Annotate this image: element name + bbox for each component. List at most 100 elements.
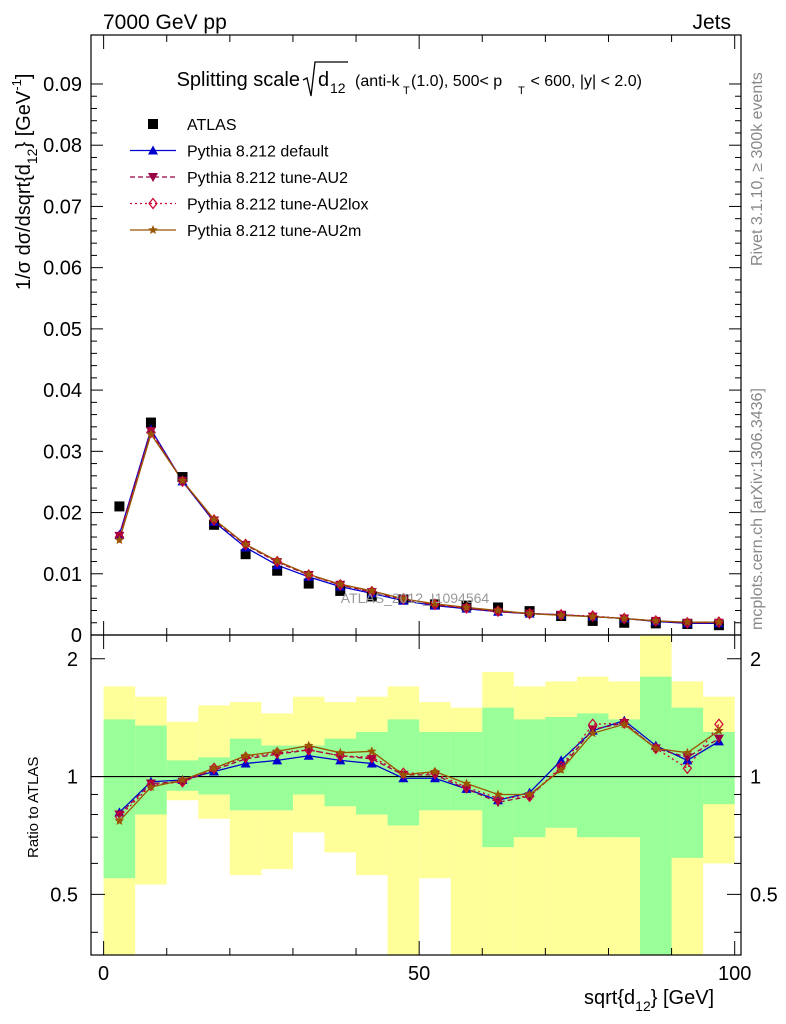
inner-band-bin — [482, 707, 514, 848]
ratio-y-tick-label-right: 1 — [750, 767, 761, 789]
ratio-point — [114, 810, 125, 820]
ratio-point — [398, 769, 409, 779]
analysis-watermark: ATLAS_2012_I1094564 — [341, 590, 490, 606]
ratio-point — [619, 717, 630, 730]
inner-band-bin — [229, 738, 262, 811]
ratio-point — [430, 766, 440, 776]
ratio-point — [493, 789, 503, 799]
ratio-point — [713, 734, 724, 744]
main-plot: 0 0.01 0.02 0.03 0.04 0.05 0.06 0.07 0.08 0.09 — [43, 34, 742, 647]
ratio-point — [209, 763, 219, 773]
mc-point — [714, 616, 724, 629]
ratio-point — [524, 789, 535, 799]
ratio-y-tick-label: 1 — [67, 767, 78, 789]
ratio-point — [619, 719, 629, 729]
process-label: Jets — [692, 11, 731, 34]
ylabel-sub: 12 — [24, 148, 40, 164]
legend-label: Pythia 8.212 default — [187, 144, 329, 161]
mc-point — [240, 539, 251, 549]
ratio-point — [682, 747, 693, 757]
title-kt-sub: T — [403, 85, 410, 97]
data-point — [272, 565, 283, 576]
data-point — [335, 585, 346, 596]
ratio-point — [335, 749, 346, 762]
mc-point — [714, 617, 724, 627]
legend-label: Pythia 8.212 tune-AU2 — [187, 170, 348, 187]
y-tick-label: 0.09 — [43, 74, 82, 96]
ratio-point — [177, 775, 188, 784]
ylabel-close: } [GeV — [13, 90, 35, 148]
inner-band-bin — [135, 725, 167, 815]
mc-point — [335, 579, 345, 589]
inner-band-bin — [513, 719, 546, 838]
y-tick-label: 0.04 — [43, 380, 82, 402]
mc-point — [619, 613, 629, 623]
y-tick-label: 0.03 — [43, 441, 82, 463]
energy-label: 7000 GeV pp — [103, 11, 227, 34]
ratio-y-tick-label-right: 0.5 — [750, 884, 778, 906]
mc-point — [367, 585, 377, 595]
series-line — [118, 432, 719, 623]
mc-point — [146, 429, 156, 439]
ratio-point — [272, 746, 282, 756]
ratio-point — [335, 747, 345, 757]
inner-band-bin — [450, 731, 483, 811]
mc-point — [398, 593, 409, 603]
ratio-point — [240, 750, 251, 760]
ratio-line — [118, 722, 720, 815]
ratio-point — [304, 740, 314, 750]
mc-point — [556, 610, 566, 620]
title-prefix: Splitting scale — [177, 69, 300, 91]
ratio-point — [272, 750, 283, 760]
ratio-ylabel: Ratio to ATLAS — [25, 757, 42, 858]
mc-point — [209, 514, 219, 524]
ratio-point — [461, 781, 472, 794]
ratio-y-tick-label-right: 2 — [750, 649, 761, 671]
inner-band-bin — [356, 731, 388, 815]
svg-text:1/σ dσ/dsqrt{d12} [GeV-1]: 1/σ dσ/dsqrt{d12} [GeV-1] — [9, 74, 40, 290]
mc-point — [524, 608, 535, 618]
ratio-point — [651, 743, 661, 753]
x-tick-label: 0 — [98, 963, 109, 985]
ratio-point — [398, 767, 409, 780]
ratio-point — [366, 754, 377, 764]
inner-band-bin — [103, 719, 136, 879]
legend-label: Pythia 8.212 tune-AU2lox — [187, 197, 368, 214]
y-tick-label: 0.02 — [43, 503, 82, 525]
data-point — [240, 549, 251, 560]
mc-point — [272, 555, 282, 565]
source-label: mcplots.cern.ch [arXiv:1306.3436] — [749, 388, 766, 630]
title-d-sub: 12 — [330, 80, 346, 96]
inner-band-bin — [640, 676, 672, 955]
legend-marker — [148, 173, 158, 182]
mc-point — [682, 617, 693, 627]
ylabel-end: ] — [13, 74, 35, 80]
y-tick-label: 0.07 — [43, 196, 82, 218]
mc-point — [146, 426, 156, 439]
y-tick-label: 0.01 — [43, 564, 82, 586]
ratio-point — [587, 728, 598, 738]
mc-point — [430, 598, 440, 608]
ratio-point — [146, 779, 156, 792]
ratio-point — [114, 816, 125, 825]
inner-band-bin — [608, 719, 641, 838]
data-point — [114, 501, 125, 512]
mc-point — [461, 602, 472, 612]
legend-marker — [148, 145, 158, 155]
data-point — [145, 417, 156, 428]
legend-marker — [148, 197, 158, 210]
svg-text:sqrt{d12} [GeV]: sqrt{d12} [GeV] — [584, 987, 714, 1014]
title-jet-mid: (1.0), 500< p — [411, 73, 502, 90]
xlabel: sqrt{d12} [GeV] — [584, 987, 714, 1014]
ratio-point — [303, 743, 314, 756]
ratio-point — [556, 764, 566, 774]
mc-point — [493, 605, 503, 615]
y-tick-label: 0.08 — [43, 135, 82, 157]
legend-label: Pythia 8.212 tune-AU2m — [187, 223, 361, 240]
legend: ATLAS Pythia 8.212 default Pythia 8.212 tu… — [130, 117, 368, 240]
ratio-y-tick-label: 2 — [67, 649, 78, 671]
ratio-point — [367, 751, 377, 764]
ratio-point — [714, 725, 724, 735]
